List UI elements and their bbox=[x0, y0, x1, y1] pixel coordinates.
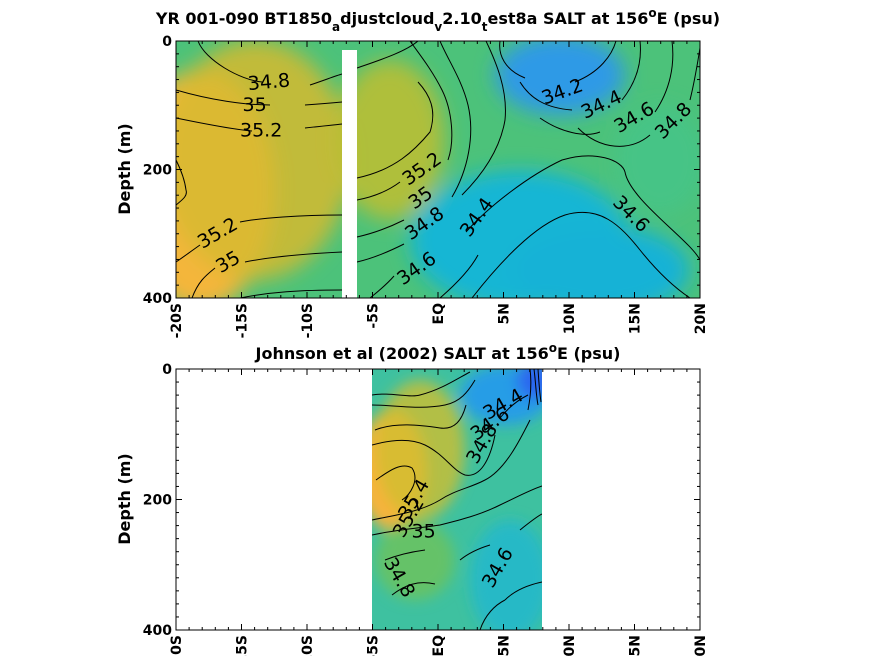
x-tick-label: -15S bbox=[235, 635, 251, 656]
y-axis-label-model: Depth (m) bbox=[115, 123, 134, 215]
title-part: djustcloud bbox=[340, 9, 434, 28]
contour-lines-observed bbox=[372, 369, 542, 630]
axis-ticks-observed: -20S -15S -10S -5S EQ 5N 10N 15N 20N 0 200 400 bbox=[143, 362, 709, 656]
title-part: E (psu) bbox=[557, 344, 621, 363]
title-part: YR 001-090 BT1850 bbox=[155, 9, 332, 28]
contour-label: 35.2 bbox=[240, 119, 282, 141]
x-tick-label: -5S bbox=[366, 635, 382, 656]
title-part: t bbox=[482, 20, 488, 34]
x-tick-label: 5N bbox=[497, 303, 513, 324]
contour-label: 35 bbox=[411, 521, 435, 543]
y-tick-label: 200 bbox=[143, 493, 172, 509]
title-part: a bbox=[332, 20, 340, 34]
contour-label: 35 bbox=[243, 94, 267, 116]
title-part: v bbox=[434, 20, 442, 34]
x-tick-label: 10N bbox=[562, 303, 578, 334]
y-tick-label: 400 bbox=[143, 623, 172, 639]
panel-observed: Johnson et al (2002) SALT at 156oE (psu) bbox=[115, 341, 709, 656]
x-tick-label: EQ bbox=[431, 635, 447, 656]
panel-model: YR 001-090 BT1850adjustcloudv2.10test8a … bbox=[115, 6, 720, 338]
contour-lines-model bbox=[176, 41, 700, 298]
x-tick-label: -15S bbox=[235, 303, 251, 338]
heatmap-field-model bbox=[176, 41, 700, 298]
title-part: o bbox=[549, 341, 557, 355]
title-part: 2.10 bbox=[442, 9, 481, 28]
x-tick-label: 15N bbox=[628, 635, 644, 656]
chart-title-observed: Johnson et al (2002) SALT at 156oE (psu) bbox=[255, 341, 621, 363]
x-tick-label: -20S bbox=[169, 635, 185, 656]
title-part: est8a SALT at 156 bbox=[487, 9, 648, 28]
x-tick-label: 20N bbox=[693, 635, 709, 656]
title-part: o bbox=[648, 6, 656, 20]
x-tick-label: -10S bbox=[300, 635, 316, 656]
x-tick-label: 5N bbox=[497, 635, 513, 656]
x-tick-label: -20S bbox=[169, 303, 185, 338]
x-tick-label: 10N bbox=[562, 635, 578, 656]
y-tick-label: 0 bbox=[162, 362, 172, 378]
x-tick-label: EQ bbox=[431, 303, 447, 325]
x-tick-label: 15N bbox=[628, 303, 644, 334]
chart-title-model: YR 001-090 BT1850adjustcloudv2.10test8a … bbox=[155, 6, 720, 34]
contour-label: 34.8 bbox=[247, 69, 291, 95]
title-part: Johnson et al (2002) SALT at 156 bbox=[255, 344, 549, 363]
y-tick-label: 400 bbox=[143, 291, 172, 307]
x-tick-label: -10S bbox=[300, 303, 316, 338]
y-axis-label-observed: Depth (m) bbox=[115, 453, 134, 545]
x-tick-label: -5S bbox=[366, 303, 382, 329]
data-gap-bar bbox=[342, 50, 357, 298]
y-tick-label: 200 bbox=[143, 163, 172, 179]
axis-ticks-model: -20S -15S -10S -5S EQ 5N 10N 15N 20N 0 200 400 bbox=[143, 34, 709, 338]
y-tick-label: 0 bbox=[162, 34, 172, 50]
x-tick-label: 20N bbox=[693, 303, 709, 334]
heatmap-field-observed bbox=[372, 369, 542, 630]
title-part: E (psu) bbox=[657, 9, 721, 28]
